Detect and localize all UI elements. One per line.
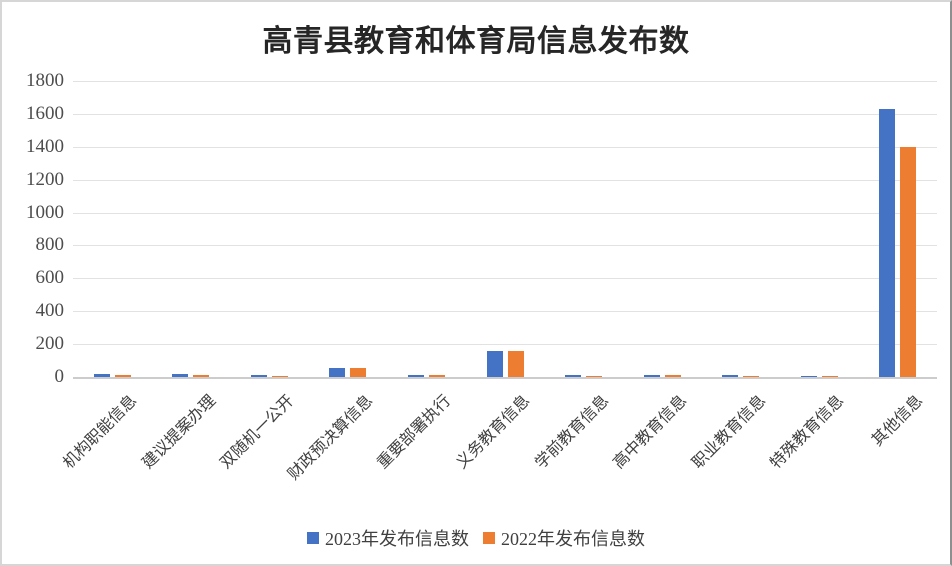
bar-2023 [565, 374, 582, 377]
gridline [73, 344, 937, 346]
bar-2023 [722, 375, 739, 377]
bar-2022 [114, 375, 131, 377]
chart-title: 高青县教育和体育局信息发布数 [262, 25, 690, 58]
gridline [73, 179, 937, 181]
bar-2023 [643, 375, 660, 377]
y-axis-tick-label: 1200 [26, 168, 64, 190]
gridline [73, 311, 937, 313]
legend-item-2023: 2023年发布信息数 [307, 525, 469, 551]
legend-swatch-2022 [483, 532, 495, 544]
y-axis-tick-label: 1400 [26, 135, 64, 157]
bar-2023 [172, 374, 189, 377]
x-axis-tick-label: 其他信息 [868, 392, 926, 450]
bar-2022 [586, 375, 603, 377]
x-axis-tick-label: 特殊教育信息 [767, 392, 848, 473]
legend: 2023年发布信息数 2022年发布信息数 [2, 525, 950, 551]
gridline [73, 81, 937, 82]
gridline [73, 245, 937, 247]
x-axis-tick-label: 建议提案办理 [139, 392, 220, 473]
x-axis-tick-label: 义务教育信息 [453, 392, 534, 473]
plot-area [73, 81, 937, 379]
bar-2023 [800, 375, 817, 377]
x-axis-tick-label: 学前教育信息 [531, 392, 612, 473]
bar-2022 [193, 374, 210, 377]
gridline [73, 278, 937, 280]
y-axis-tick-label: 0 [54, 366, 65, 387]
bar-2022 [428, 375, 445, 377]
bar-2022 [664, 375, 681, 377]
x-axis-tick-label: 双随机一公开 [217, 392, 298, 473]
x-axis-tick-label: 重要部署执行 [374, 392, 455, 473]
legend-label-2023: 2023年发布信息数 [325, 529, 469, 549]
bar-2022 [350, 367, 367, 377]
legend-item-2022: 2022年发布信息数 [483, 525, 645, 551]
legend-swatch-2023 [307, 532, 319, 544]
y-axis-tick-label: 800 [35, 234, 65, 256]
bar-2022 [821, 376, 838, 377]
x-axis-tick-label: 高中教育信息 [610, 392, 691, 473]
bar-2023 [407, 375, 424, 377]
y-axis-tick-label: 400 [35, 300, 65, 322]
bar-2023 [93, 374, 110, 377]
y-axis-tick-label: 1000 [26, 201, 64, 223]
y-axis-tick-label: 600 [35, 267, 65, 289]
y-axis-tick-label: 1600 [26, 102, 64, 124]
y-axis-tick-label: 1800 [26, 70, 64, 91]
bar-2022 [900, 146, 917, 377]
y-axis-tick-label: 200 [35, 333, 65, 355]
bar-2023 [250, 375, 267, 377]
gridline [73, 212, 937, 214]
bar-2022 [271, 375, 288, 377]
bar-2022 [507, 350, 524, 377]
bar-2023 [879, 108, 896, 377]
gridline [73, 113, 937, 115]
bar-2023 [486, 350, 503, 377]
legend-label-2022: 2022年发布信息数 [501, 529, 645, 549]
bar-2022 [743, 375, 760, 377]
gridline [73, 146, 937, 148]
x-axis-tick-label: 职业教育信息 [688, 392, 769, 473]
x-axis-tick-label: 机构职能信息 [60, 392, 141, 473]
bar-2023 [329, 367, 346, 377]
